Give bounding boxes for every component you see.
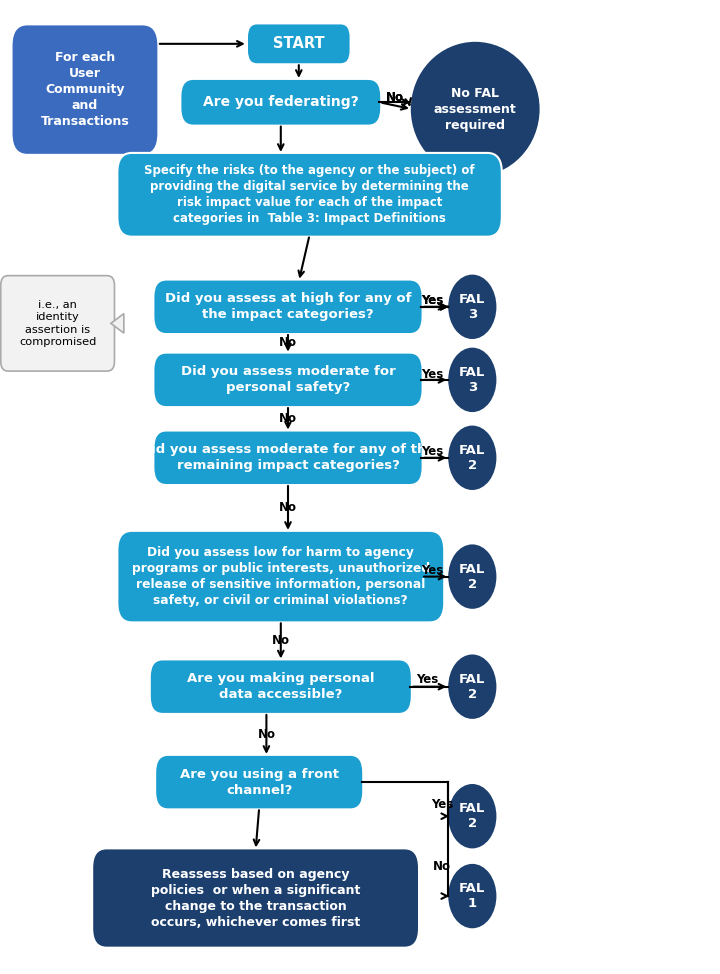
Text: Are you federating?: Are you federating? [203,95,359,109]
Text: FAL
2: FAL 2 [459,444,485,471]
FancyBboxPatch shape [156,755,363,809]
FancyBboxPatch shape [181,79,382,126]
FancyBboxPatch shape [150,659,412,714]
Text: No: No [387,91,405,104]
FancyBboxPatch shape [117,531,444,622]
Text: Yes: Yes [421,294,443,308]
Text: Did you assess at high for any of
the impact categories?: Did you assess at high for any of the im… [165,292,411,321]
Text: No: No [386,91,404,104]
Text: Are you making personal
data accessible?: Are you making personal data accessible? [187,672,374,701]
Text: No FAL
assessment
required: No FAL assessment required [434,87,516,131]
Text: Specify the risks (to the agency or the subject) of
providing the digital servic: Specify the risks (to the agency or the … [144,165,475,225]
Circle shape [449,427,495,489]
FancyBboxPatch shape [153,431,423,485]
Circle shape [449,545,495,608]
Text: For each
User
Community
and
Transactions: For each User Community and Transactions [40,51,130,129]
Text: No: No [279,501,297,514]
Text: i.e., an
identity
assertion is
compromised: i.e., an identity assertion is compromis… [19,300,96,347]
Text: No: No [279,412,297,426]
Ellipse shape [412,43,539,175]
Text: Are you using a front
channel?: Are you using a front channel? [180,768,338,797]
Text: No: No [272,634,289,648]
FancyBboxPatch shape [153,280,423,334]
Text: FAL
3: FAL 3 [459,366,485,393]
Text: No: No [258,728,275,741]
Polygon shape [111,314,124,333]
Text: Yes: Yes [422,367,444,381]
Text: No: No [433,860,451,874]
FancyBboxPatch shape [117,153,502,237]
FancyBboxPatch shape [92,848,419,948]
FancyBboxPatch shape [1,276,114,371]
Circle shape [449,656,495,718]
Circle shape [449,349,495,411]
Text: FAL
1: FAL 1 [459,882,485,910]
Text: Reassess based on agency
policies  or when a significant
change to the transacti: Reassess based on agency policies or whe… [151,868,360,928]
Text: FAL
2: FAL 2 [459,563,485,590]
Circle shape [449,785,495,847]
Text: FAL
2: FAL 2 [459,803,485,830]
FancyBboxPatch shape [247,23,351,64]
FancyBboxPatch shape [12,24,158,155]
Text: Yes: Yes [431,798,453,811]
Text: Yes: Yes [422,445,444,459]
Text: Yes: Yes [422,294,444,308]
Circle shape [449,865,495,927]
Text: Yes: Yes [422,564,444,578]
Text: START: START [273,36,325,52]
Text: Did you assess low for harm to agency
programs or public interests, unauthorized: Did you assess low for harm to agency pr… [132,546,430,607]
Text: FAL
2: FAL 2 [459,673,485,700]
Circle shape [449,276,495,338]
Text: FAL
3: FAL 3 [459,293,485,320]
Text: Yes: Yes [417,673,438,687]
Text: No: No [279,336,297,350]
Text: Did you assess moderate for
personal safety?: Did you assess moderate for personal saf… [181,365,395,394]
Text: Did you assess moderate for any of the
remaining impact categories?: Did you assess moderate for any of the r… [140,443,436,472]
FancyBboxPatch shape [153,353,423,407]
